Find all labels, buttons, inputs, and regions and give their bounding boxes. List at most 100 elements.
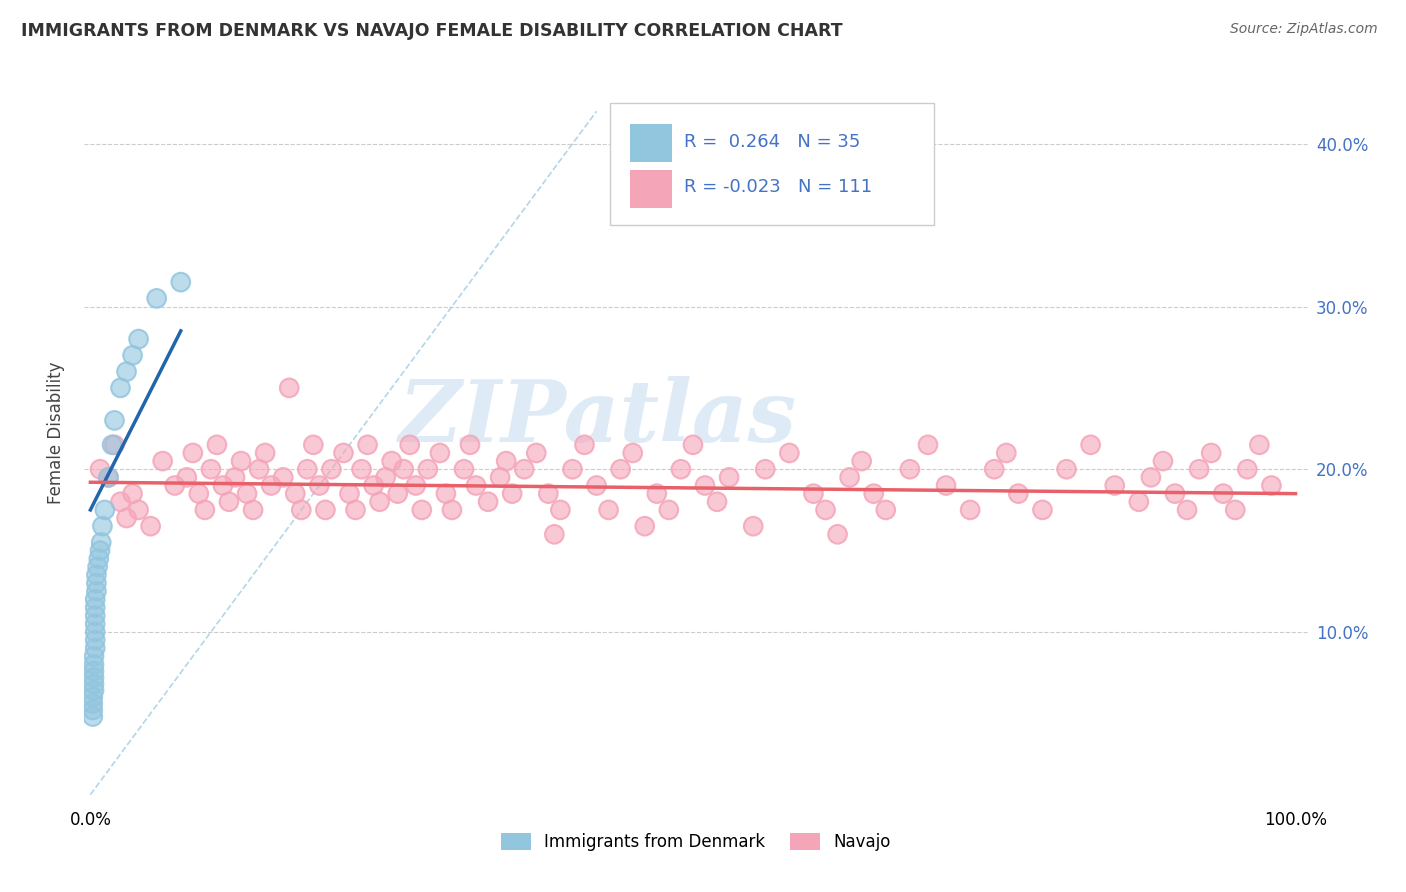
Point [1260,478,1282,492]
Point [682,438,704,452]
Point [827,527,849,541]
Point [411,503,433,517]
Point [339,486,361,500]
Point [97,470,120,484]
Point [983,462,1005,476]
Point [84,592,107,607]
Text: Source: ZipAtlas.com: Source: ZipAtlas.com [1230,22,1378,37]
Point [1188,462,1211,476]
Point [302,438,325,452]
Point [181,446,204,460]
Point [411,503,433,517]
Point [561,462,583,476]
Point [465,478,488,492]
Point [429,446,451,460]
Point [405,478,427,492]
Point [645,486,668,500]
Point [1007,486,1029,500]
Point [458,438,481,452]
Point [645,486,668,500]
Point [429,446,451,460]
Point [83,683,105,698]
Point [598,503,620,517]
Point [501,486,523,500]
Point [278,381,301,395]
Point [363,478,385,492]
Point [83,664,105,678]
Point [308,478,330,492]
Point [398,438,420,452]
Point [693,478,716,492]
Point [314,503,336,517]
Point [495,454,517,468]
Point [1056,462,1078,476]
Point [1236,462,1258,476]
Point [242,503,264,517]
Point [297,462,319,476]
Point [139,519,162,533]
Point [110,381,132,395]
Point [83,657,105,672]
Point [585,478,607,492]
Point [392,462,415,476]
Point [163,478,186,492]
Point [574,438,596,452]
Point [754,462,776,476]
Point [83,649,105,664]
Point [89,462,111,476]
Point [290,503,312,517]
Point [537,486,560,500]
Point [1164,486,1187,500]
Point [163,478,186,492]
Point [84,633,107,648]
Point [83,657,105,672]
Point [110,495,132,509]
Point [356,438,378,452]
Point [387,486,409,500]
Point [1164,486,1187,500]
Point [959,503,981,517]
Point [86,568,108,582]
Point [89,543,111,558]
Point [247,462,270,476]
Point [97,470,120,484]
Text: ZIPatlas: ZIPatlas [399,376,797,459]
Point [84,608,107,623]
Point [381,454,404,468]
Point [284,486,307,500]
Point [236,486,259,500]
Point [82,703,104,717]
Point [254,446,277,460]
Point [224,470,246,484]
Point [152,454,174,468]
Point [84,633,107,648]
Point [862,486,884,500]
Point [356,438,378,452]
Point [778,446,800,460]
Point [271,470,294,484]
Point [1140,470,1163,484]
Point [513,462,536,476]
Point [82,697,104,711]
Point [501,486,523,500]
Point [1152,454,1174,468]
Point [814,503,837,517]
Point [718,470,741,484]
Text: R =  0.264   N = 35: R = 0.264 N = 35 [683,133,860,151]
Point [271,470,294,484]
Point [110,381,132,395]
Point [103,438,125,452]
Point [84,624,107,639]
Point [875,503,897,517]
Point [83,677,105,691]
Point [1007,486,1029,500]
Point [176,470,198,484]
Point [851,454,873,468]
Point [84,592,107,607]
Point [1080,438,1102,452]
Point [489,470,512,484]
Point [290,503,312,517]
Point [84,616,107,631]
Point [84,600,107,615]
Point [91,519,114,533]
